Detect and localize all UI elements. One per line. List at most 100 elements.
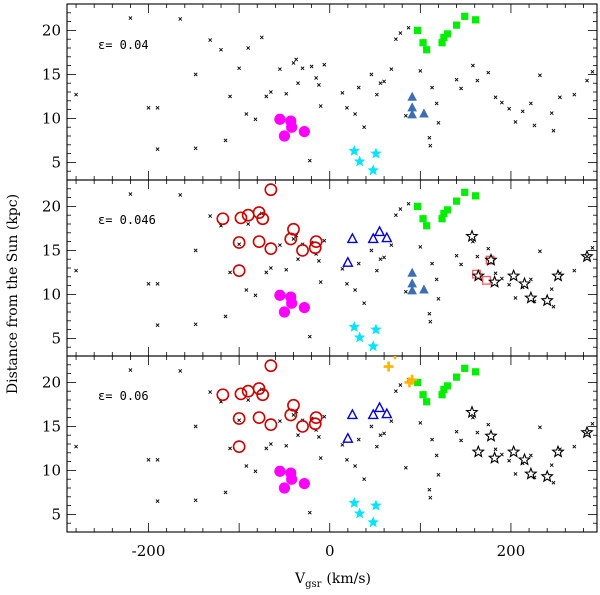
background-point [193, 146, 198, 151]
cyan-stars-point [367, 164, 379, 176]
background-point [549, 287, 554, 292]
background-point [493, 271, 498, 276]
cyan-stars-point [348, 145, 360, 156]
panel-points [74, 12, 595, 176]
background-point [219, 47, 223, 52]
green-squares-point [452, 373, 461, 381]
background-point [418, 68, 423, 73]
blue-triangles-point [419, 108, 429, 118]
background-point [551, 128, 556, 133]
panel-3: ε= 0.06 [66, 355, 598, 533]
background-point [340, 90, 345, 95]
green-squares-point [419, 39, 427, 47]
background-point [513, 472, 518, 476]
green-squares-point [419, 215, 427, 223]
background-point [393, 389, 398, 394]
background-point [268, 266, 273, 270]
blue-open-triangles-point [367, 232, 379, 244]
background-point [246, 46, 251, 50]
background-point [307, 510, 312, 515]
green-squares-point [452, 197, 461, 205]
green-squares-point [440, 33, 448, 42]
red-circles-point [252, 382, 266, 395]
background-point [403, 465, 408, 470]
green-squares-point [419, 391, 427, 399]
red-circles-point [241, 208, 255, 222]
background-point [549, 111, 554, 116]
magenta-dots-point [278, 130, 291, 142]
panel-1: ε= 0.04 [66, 3, 598, 181]
green-squares-point [461, 12, 469, 20]
background-point [520, 109, 525, 114]
magenta-dots-point [298, 478, 310, 490]
background-point [146, 457, 151, 462]
background-point [459, 262, 464, 267]
panel-epsilon-label: ε= 0.04 [98, 38, 149, 52]
background-point [389, 243, 394, 248]
background-point [307, 334, 312, 339]
background-point [178, 193, 183, 197]
background-point [538, 249, 542, 254]
black-open-stars-point [580, 249, 594, 263]
y-tick-label: 15 [42, 65, 61, 83]
background-point [253, 293, 258, 298]
red-circles-point [284, 408, 298, 422]
red-circles-point [296, 419, 309, 433]
background-point [223, 138, 228, 143]
green-squares-point [423, 222, 431, 230]
background-point [353, 112, 358, 116]
blue-open-triangles-point [346, 408, 359, 420]
background-point [264, 446, 269, 451]
background-point [155, 281, 160, 286]
background-point [475, 78, 480, 83]
background-point [378, 81, 383, 86]
black-open-stars-point [524, 290, 538, 304]
background-point [193, 498, 198, 503]
background-point [307, 158, 312, 163]
background-point [296, 81, 300, 86]
background-point [356, 437, 361, 442]
red-circles-point [232, 412, 246, 425]
background-point [434, 101, 439, 106]
green-squares-point [461, 364, 469, 372]
red-circles-point [256, 212, 270, 226]
background-point [454, 429, 459, 434]
black-open-stars-point [465, 405, 479, 419]
background-point [454, 253, 459, 258]
background-point [318, 104, 323, 108]
background-point [406, 201, 411, 206]
black-open-stars-point [551, 268, 565, 282]
black-open-stars-point [540, 293, 554, 307]
black-open-stars-point [487, 450, 502, 464]
background-point [572, 444, 577, 449]
background-point [493, 447, 498, 452]
background-point [284, 267, 289, 272]
magenta-dots-point [286, 121, 298, 133]
red-circles-point [296, 243, 309, 257]
background-point [493, 95, 498, 100]
background-point [74, 268, 78, 273]
background-point [237, 418, 242, 423]
background-point [513, 296, 518, 300]
background-point [356, 261, 361, 266]
cyan-stars-point [353, 507, 366, 519]
background-point [223, 314, 228, 319]
magenta-dots-point [298, 302, 310, 314]
background-point [507, 458, 512, 463]
background-point [572, 92, 577, 97]
cyan-stars-point [353, 155, 366, 167]
background-point [193, 248, 198, 253]
background-point [208, 390, 213, 394]
background-point [223, 490, 228, 495]
y-tick-label: 20 [42, 373, 61, 391]
background-point [403, 289, 408, 294]
background-point [436, 120, 441, 125]
y-axis-title: Distance from the Sun (kpc) [5, 194, 21, 394]
blue-triangles-point [407, 109, 417, 119]
background-point [340, 266, 345, 271]
y-tick-label: 20 [42, 21, 61, 39]
background-point [528, 453, 533, 458]
background-point [590, 69, 595, 74]
black-open-stars-point [465, 229, 479, 243]
background-point [369, 72, 374, 77]
